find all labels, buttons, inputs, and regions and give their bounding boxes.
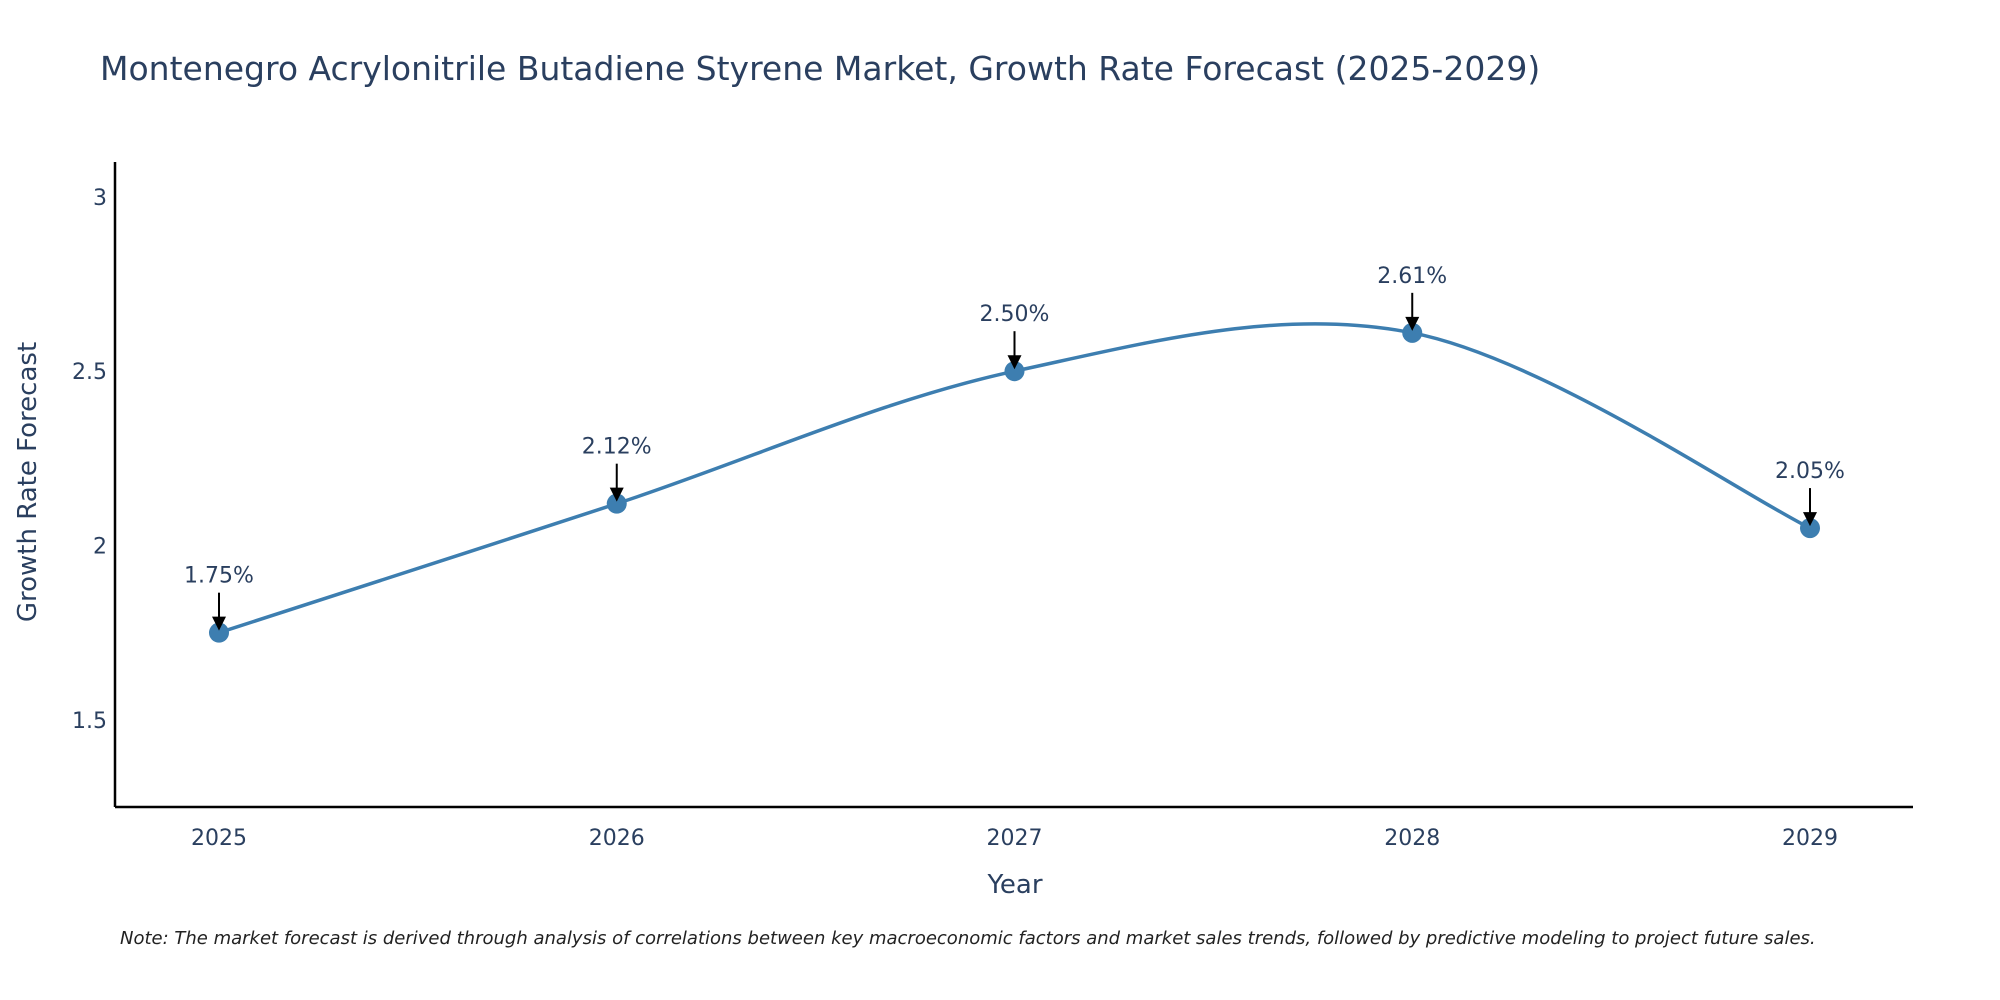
x-tick-label: 2027 (987, 826, 1043, 851)
y-tick-label: 3 (93, 186, 107, 211)
x-tick-label: 2028 (1384, 826, 1440, 851)
x-tick-label: 2026 (589, 826, 645, 851)
data-label: 2.61% (1377, 264, 1447, 289)
data-point (1004, 361, 1025, 382)
y-tick-label: 2 (93, 535, 107, 560)
data-point (209, 622, 229, 643)
y-tick-label: 1.5 (72, 709, 107, 734)
annotation-arrow-head (609, 487, 624, 502)
annotation-arrow-head (1405, 316, 1420, 331)
data-point (606, 493, 627, 514)
x-tick-label: 2029 (1782, 826, 1838, 851)
data-label: 1.75% (184, 564, 254, 589)
y-axis-ticks: 1.5 2 2.5 3 (72, 186, 107, 734)
y-tick-label: 2.5 (72, 360, 107, 385)
x-tick-label: 2025 (191, 826, 247, 851)
x-axis-ticks: 2025 2026 2027 2028 2029 (191, 826, 1838, 851)
chart-title: Montenegro Acrylonitrile Butadiene Styre… (100, 49, 1540, 88)
data-label-annotations: 1.75% 2.12% 2.50% 2.61% 2.05% (184, 264, 1845, 631)
data-point (1800, 518, 1820, 539)
growth-series (209, 322, 1820, 643)
data-point (1402, 322, 1423, 343)
annotation-arrow-head (212, 616, 226, 631)
annotation-arrow-head (1007, 355, 1022, 370)
forecast-note: Note: The market forecast is derived thr… (120, 928, 1816, 949)
annotation-arrow-head (1803, 512, 1817, 527)
x-axis-title: Year (986, 870, 1042, 900)
data-label: 2.12% (582, 435, 652, 460)
data-label: 2.05% (1775, 459, 1845, 484)
y-axis-title: Growth Rate Forecast (13, 342, 43, 622)
data-label: 2.50% (980, 302, 1050, 327)
